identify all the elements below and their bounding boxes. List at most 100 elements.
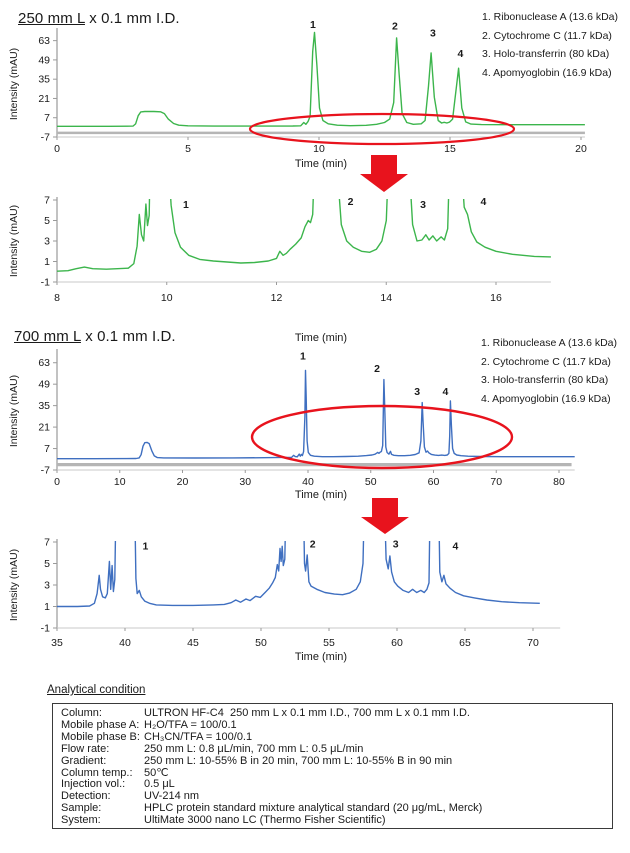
x-axis-title: Time (min) (295, 158, 347, 170)
y-tick-label: 21 (38, 93, 50, 105)
chart3-title-rest: x 0.1 mm I.D. (80, 328, 176, 345)
x-axis-title: Time (min) (295, 489, 347, 501)
x-tick-label: 80 (553, 476, 565, 488)
x-axis-title: Time (min) (295, 332, 347, 344)
x-tick-label: 12 (271, 292, 283, 304)
x-tick-label: 16 (490, 292, 502, 304)
y-tick-label: -7 (41, 132, 50, 144)
x-tick-label: 50 (255, 637, 267, 649)
chart1-title-underlined: 250 mm L (18, 10, 85, 27)
y-tick-label: 63 (38, 35, 50, 47)
x-tick-label: 35 (51, 637, 63, 649)
condition-value: 50℃ (144, 766, 169, 779)
condition-value: 250 mm L: 0.8 μL/min, 700 mm L: 0.5 μL/m… (144, 742, 364, 755)
peak-number-label: 4 (480, 196, 486, 208)
x-tick-label: 15 (444, 143, 456, 155)
y-tick-label: 35 (38, 400, 50, 412)
x-tick-label: 30 (239, 476, 251, 488)
x-tick-label: 8 (54, 292, 60, 304)
condition-label: Detection: (61, 790, 111, 803)
condition-row: Mobile phase B: CH₃CN/TFA = 100/0.1 (61, 730, 608, 744)
condition-label: System: (61, 814, 101, 827)
condition-label: Column: (61, 707, 102, 719)
x-tick-label: 65 (459, 637, 471, 649)
peak-number-label: 3 (430, 28, 436, 40)
peak-number-label: 4 (443, 386, 449, 398)
y-tick-label: 49 (38, 54, 50, 66)
peak-number-label: 1 (142, 541, 148, 553)
peak-number-label: 1 (183, 199, 189, 211)
x-tick-label: 50 (365, 476, 377, 488)
x-tick-label: 10 (313, 143, 325, 155)
condition-value: CH₃CN/TFA = 100/0.1 (144, 730, 253, 743)
peak-number-label: 4 (453, 541, 459, 553)
x-tick-label: 40 (119, 637, 131, 649)
condition-label: Mobile phase A: (61, 718, 140, 731)
x-tick-label: 45 (187, 637, 199, 649)
y-axis-title: Intensity (mAU) (8, 549, 20, 621)
condition-row: Injection vol.: 0.5 μL (61, 779, 608, 791)
peak-number-label: 4 (458, 48, 464, 60)
y-axis-title: Intensity (mAU) (8, 205, 20, 277)
legend-item: 4. Apomyoglobin (16.9 kDa) (482, 66, 612, 79)
y-tick-label: 7 (44, 443, 50, 455)
condition-value: H₂O/TFA = 100/0.1 (144, 718, 237, 731)
y-tick-label: 63 (38, 357, 50, 369)
chart3-title: 700 mm L x 0.1 mm I.D. (14, 328, 176, 345)
condition-value: UV-214 nm (144, 790, 200, 803)
condition-row: Column temp.: 50℃ (61, 766, 608, 780)
x-tick-label: 70 (490, 476, 502, 488)
y-tick-label: 3 (44, 580, 50, 592)
y-tick-label: -1 (41, 277, 50, 289)
y-tick-label: 49 (38, 379, 50, 391)
legend-item: 3. Holo-transferrin (80 kDa) (481, 374, 609, 386)
condition-row: System: UltiMate 3000 nano LC (Thermo Fis… (61, 814, 608, 827)
y-tick-label: 21 (38, 422, 50, 434)
x-tick-label: 60 (428, 476, 440, 488)
peak-number-label: 2 (374, 363, 380, 375)
chart1-title-rest: x 0.1 mm I.D. (84, 10, 180, 27)
analytical-condition-box: Column: ULTRON HF-C4 250 mm L x 0.1 mm I.… (52, 703, 613, 829)
x-tick-label: 20 (177, 476, 189, 488)
x-tick-label: 70 (527, 637, 539, 649)
y-tick-label: -7 (41, 465, 50, 477)
condition-label: Column temp.: (61, 766, 133, 779)
x-axis-title: Time (min) (295, 651, 347, 663)
peak-number-label: 3 (420, 199, 426, 211)
peak-number-label: 2 (348, 196, 354, 208)
chart3-title-underlined: 700 mm L (14, 328, 81, 345)
y-tick-label: 7 (44, 195, 50, 207)
legend-item: 4. Apomyoglobin (16.9 kDa) (481, 392, 611, 405)
condition-value: 250 mm L: 10-55% B in 20 min, 700 mm L: … (144, 754, 453, 767)
legend-item: 3. Holo-transferrin (80 kDa) (482, 48, 610, 60)
zoom-arrow-down-icon (361, 498, 409, 534)
x-tick-label: 40 (302, 476, 314, 488)
x-tick-label: 10 (114, 476, 126, 488)
y-tick-label: 5 (44, 558, 50, 570)
chromatogram-line (57, 541, 540, 608)
condition-value: 0.5 μL (144, 778, 175, 791)
analytical-condition-heading: Analytical condition (47, 684, 146, 696)
condition-value: HPLC protein standard mixture analytical… (144, 802, 483, 815)
y-tick-label: 5 (44, 215, 50, 227)
peak-number-label: 1 (310, 19, 316, 31)
condition-value: ULTRON HF-C4 250 mm L x 0.1 mm I.D., 700… (144, 707, 470, 719)
y-axis-title: Intensity (mAU) (8, 375, 20, 447)
chromatogram-line (57, 369, 575, 460)
condition-label: Injection vol.: (61, 778, 126, 791)
chart1-title: 250 mm L x 0.1 mm I.D. (18, 10, 180, 27)
y-tick-label: 7 (44, 112, 50, 124)
peak-number-label: 3 (393, 538, 399, 550)
chart1-legend: 1. Ribonuclease A (13.6 kDa) 2. Cytochro… (482, 8, 618, 82)
x-tick-label: 10 (161, 292, 173, 304)
chromatogram-line (57, 31, 585, 128)
x-tick-label: 55 (323, 637, 335, 649)
y-tick-label: 7 (44, 537, 50, 549)
condition-row: Detection: UV-214 nm (61, 790, 608, 803)
y-axis-title: Intensity (mAU) (8, 48, 20, 120)
baseline-zoom-ellipse (250, 404, 514, 470)
legend-item: 1. Ribonuclease A (13.6 kDa) (482, 11, 618, 23)
